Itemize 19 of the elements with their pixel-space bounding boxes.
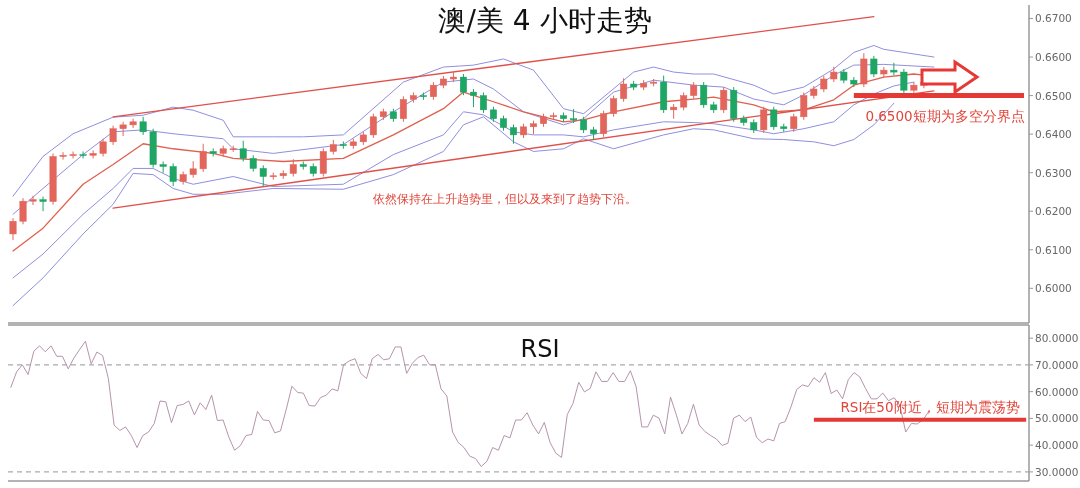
ytick: 0.6500	[1035, 89, 1072, 102]
title: 澳/美 4 小时走势	[438, 4, 652, 37]
ytick: 30.0000	[1035, 465, 1079, 478]
ytick: 60.0000	[1035, 385, 1079, 398]
ytick: 0.6000	[1035, 282, 1072, 295]
ytick: 40.0000	[1035, 439, 1079, 452]
annotation: RSI在50附近，短期为震荡势	[840, 399, 1020, 415]
annotation: 0.6500短期为多空分界点	[865, 108, 1025, 124]
ytick: 0.6100	[1035, 243, 1072, 256]
ytick: 50.0000	[1035, 412, 1079, 425]
ytick: 70.0000	[1035, 358, 1079, 371]
ytick: 0.6300	[1035, 166, 1072, 179]
title: RSI	[520, 335, 560, 363]
ytick: 80.0000	[1035, 332, 1079, 345]
ytick: 0.6400	[1035, 128, 1072, 141]
ytick: 0.6700	[1035, 12, 1072, 25]
annotation: 依然保持在上升趋势里，但以及来到了趋势下沿。	[373, 192, 637, 206]
ytick: 0.6600	[1035, 51, 1072, 64]
ytick: 0.6200	[1035, 205, 1072, 218]
